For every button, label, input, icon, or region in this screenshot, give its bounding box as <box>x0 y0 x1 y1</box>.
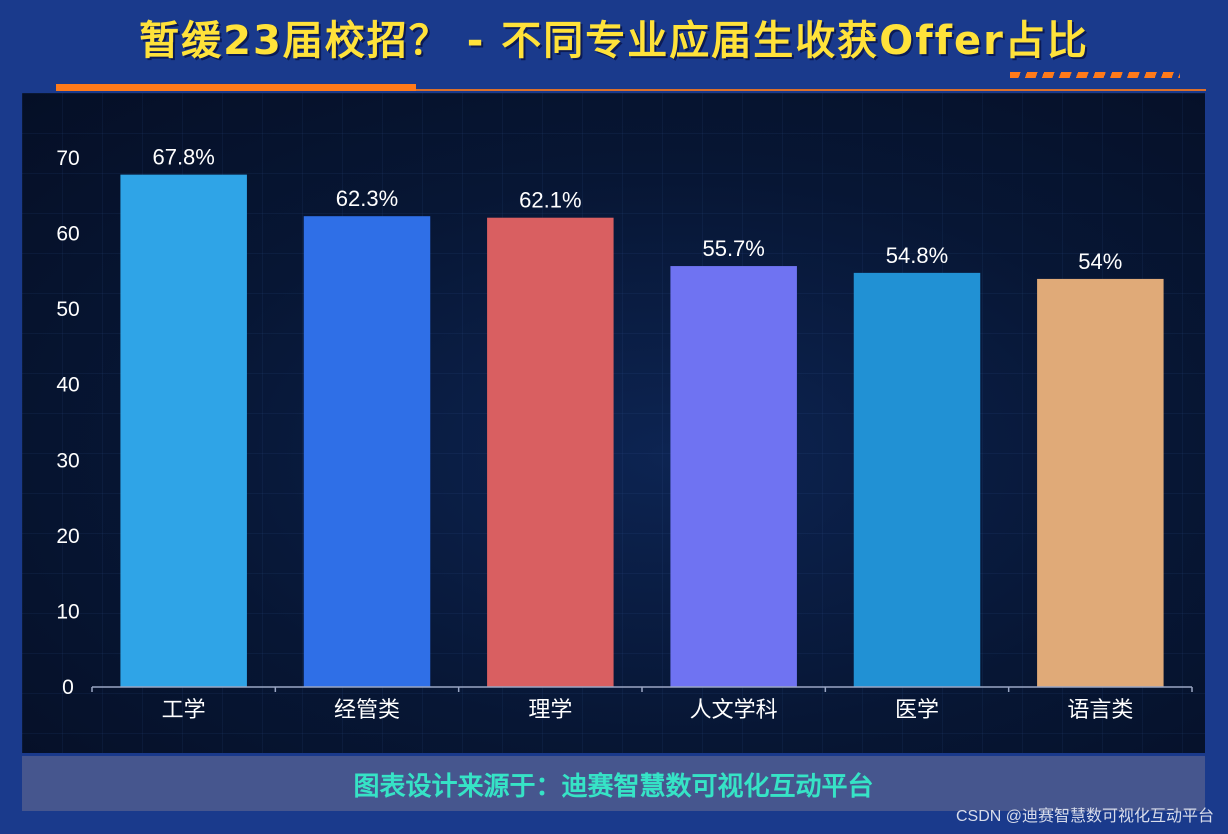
bar-2[interactable] <box>303 216 431 687</box>
y-tick-label: 10 <box>56 600 79 623</box>
footer-band: 图表设计来源于：迪赛智慧数可视化互动平台 <box>22 756 1205 811</box>
data-label: 54.8% <box>886 243 948 268</box>
data-label: 55.7% <box>702 236 764 261</box>
chart-title: 暂缓23届校招？ - 不同专业应届生收获Offer占比 <box>139 18 1089 64</box>
y-axis: 0 10 20 30 40 50 60 70 <box>56 147 79 699</box>
category-label: 医学 <box>895 698 939 723</box>
bar-3[interactable] <box>487 217 614 688</box>
x-axis: 工学 经管类 理学 人文学科 医学 语言类 <box>91 686 1193 723</box>
category-label: 工学 <box>162 698 206 723</box>
data-label: 54% <box>1078 249 1122 274</box>
category-label: 理学 <box>528 698 572 723</box>
source-text: 图表设计来源于：迪赛智慧数可视化互动平台 <box>353 772 874 802</box>
watermark: CSDN @迪赛智慧数可视化互动平台 <box>955 808 1214 825</box>
y-tick-label: 60 <box>56 223 79 246</box>
y-tick-label: 50 <box>56 298 79 321</box>
title-decoration-dashes <box>1010 72 1180 78</box>
bar-1[interactable] <box>120 174 247 687</box>
y-tick-label: 70 <box>56 147 79 170</box>
y-tick-label: 30 <box>56 449 79 472</box>
bar-chart: 0 10 20 30 40 50 60 70 67.8% 62.3% 62.1% 55.7% 54.8… <box>56 145 1193 723</box>
data-label: 62.3% <box>336 186 398 211</box>
y-tick-label: 20 <box>56 525 79 548</box>
y-tick-label: 0 <box>62 676 74 699</box>
bar-4[interactable] <box>670 266 797 687</box>
bar-6[interactable] <box>1037 278 1164 687</box>
bar-5[interactable] <box>853 272 981 687</box>
category-label: 人文学科 <box>690 698 778 723</box>
data-label: 62.1% <box>519 188 581 213</box>
title-underline-accent <box>56 84 416 91</box>
category-label: 语言类 <box>1067 698 1133 723</box>
bars: 67.8% 62.3% 62.1% 55.7% 54.8% 54% <box>120 145 1164 688</box>
category-label: 经管类 <box>334 698 400 723</box>
title-underline <box>56 89 1206 91</box>
y-tick-label: 40 <box>56 374 79 397</box>
data-label: 67.8% <box>152 145 214 170</box>
